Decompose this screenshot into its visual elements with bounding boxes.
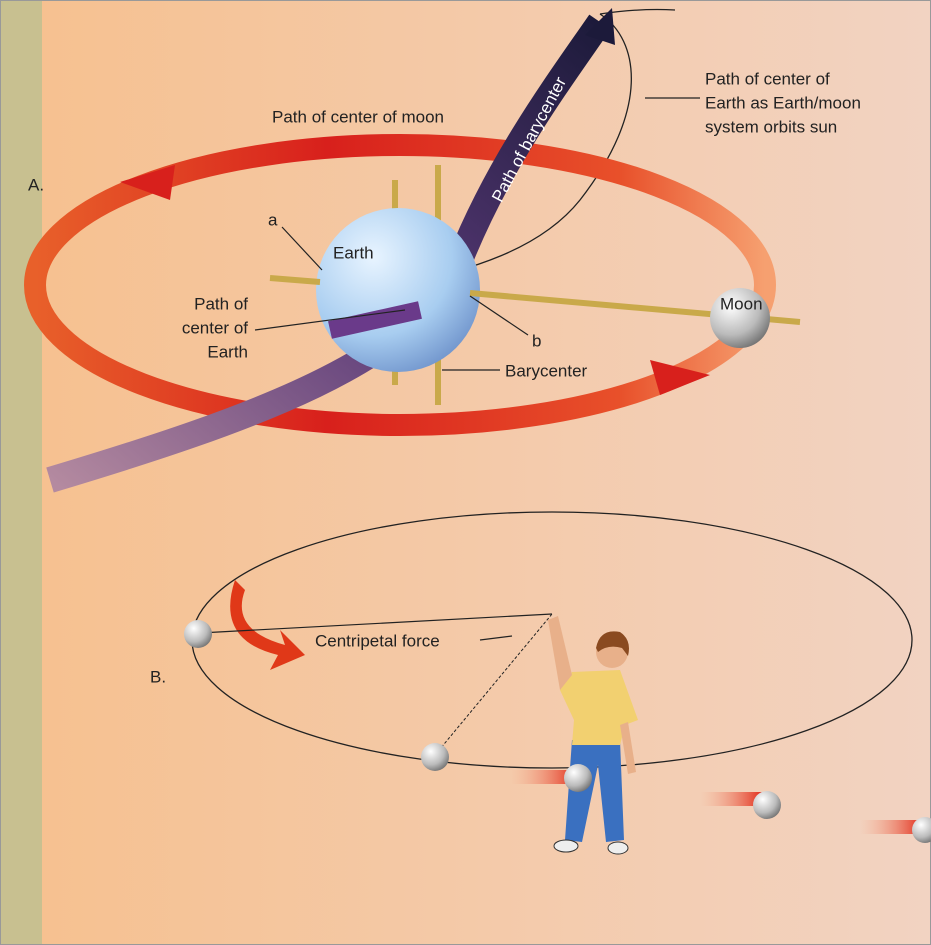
moon-label: Moon [720, 294, 763, 313]
earth-label: Earth [333, 243, 374, 262]
part-label: B. [150, 667, 166, 686]
diagram: A. Path of center of moon Path of baryce… [0, 0, 931, 945]
ball [421, 743, 449, 771]
ball [184, 620, 212, 648]
point-label: a [268, 210, 278, 229]
earth [316, 208, 480, 372]
point-label: b [532, 331, 541, 350]
sun-orbit-label: Earth as Earth/moon [705, 93, 861, 112]
earth-path-label: Path of [194, 294, 248, 313]
earth-path-label: center of [182, 318, 248, 337]
ball [564, 764, 592, 792]
left-strip [0, 0, 42, 945]
force-label: Centripetal force [315, 631, 440, 650]
earth-path-label: Earth [207, 342, 248, 361]
sun-orbit-label: Path of center of [705, 69, 830, 88]
ball [753, 791, 781, 819]
barycenter-label: Barycenter [505, 361, 588, 380]
sun-orbit-label: system orbits sun [705, 117, 837, 136]
moon-path-label: Path of center of moon [272, 107, 444, 126]
part-label: A. [28, 175, 44, 194]
rod [270, 278, 320, 282]
